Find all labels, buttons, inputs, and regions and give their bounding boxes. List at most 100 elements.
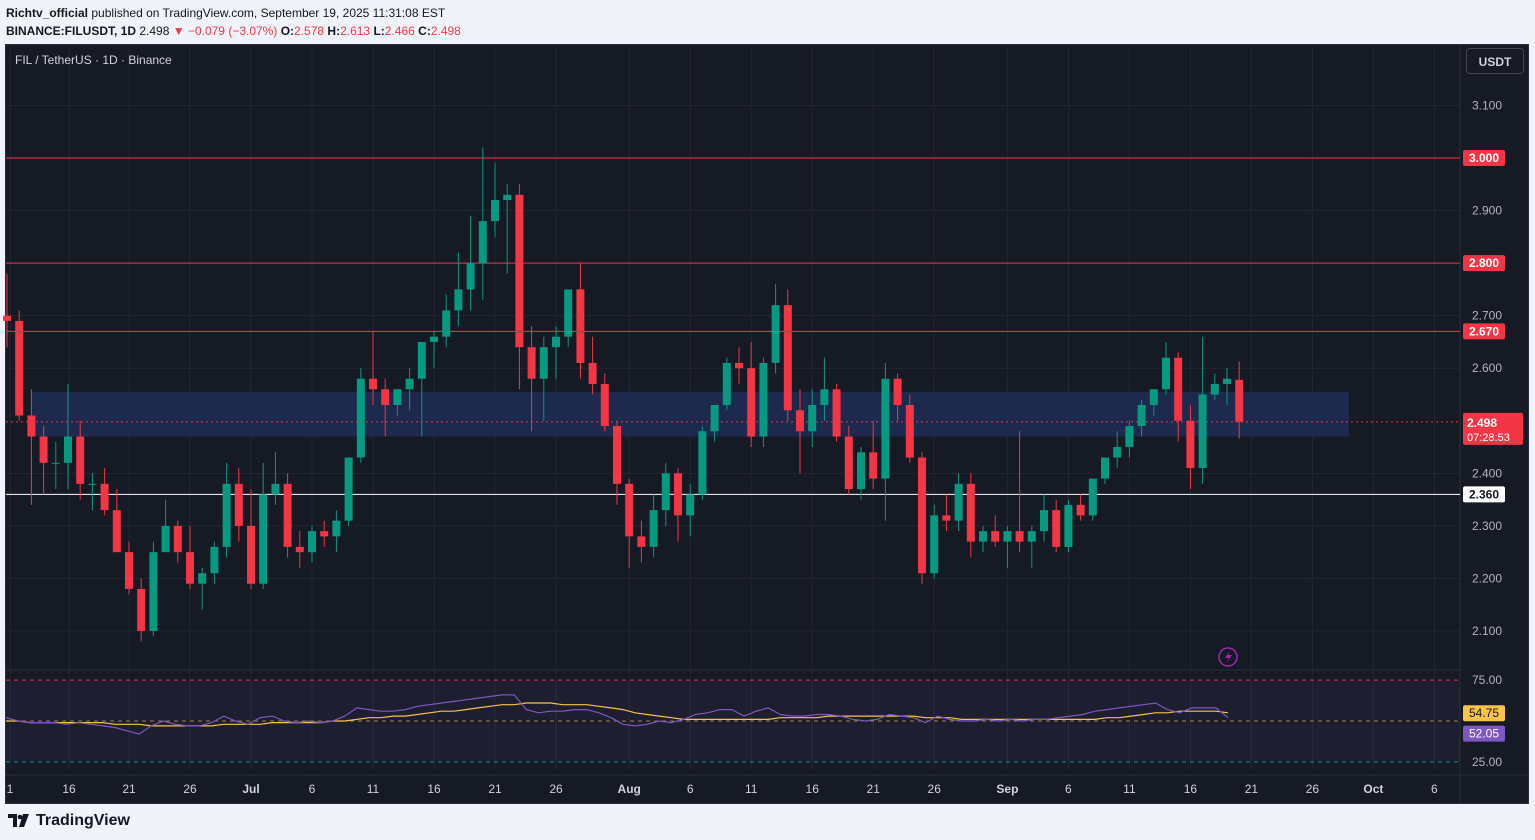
author-name[interactable]: Richtv_official [6, 6, 89, 20]
x-tick-label: 21 [867, 782, 881, 796]
chart-title: FIL / TetherUS · 1D · Binance [15, 53, 172, 67]
candle [686, 483, 695, 537]
candle-body [1162, 357, 1170, 390]
open-value: 2.578 [294, 24, 325, 38]
candle [564, 289, 573, 348]
x-tick-label: 16 [806, 782, 820, 796]
y-tick-label: 3.100 [1472, 98, 1502, 112]
candle [210, 541, 219, 584]
x-tick-label: 16 [62, 782, 76, 796]
candle [808, 389, 817, 448]
candle [539, 336, 548, 421]
ohlc-line: BINANCE:FILUSDT, 1D 2.498 ▼ −0.079 (−3.0… [6, 22, 461, 40]
candle-body [478, 221, 487, 264]
horizontal-levels: 3.000 2.800 2.670 2.360 2.498 07:28:53 [6, 150, 1523, 503]
candle [39, 426, 48, 495]
candle [747, 341, 756, 448]
grid-lines [6, 46, 1529, 803]
x-tick-label: 6 [309, 782, 316, 796]
candle [649, 494, 658, 558]
candle-body [552, 336, 560, 348]
candle-body [186, 552, 194, 584]
candle [783, 289, 792, 421]
candle [1235, 361, 1244, 439]
candle-body [161, 525, 170, 553]
candle [332, 510, 341, 553]
candle-body [942, 515, 951, 521]
level-label: 2.360 [1469, 487, 1499, 501]
published-text: published on TradingView.com, September … [91, 6, 446, 20]
candle-body [149, 552, 158, 631]
y-tick-label: 2.300 [1472, 519, 1502, 533]
brand-name: TradingView [36, 812, 130, 829]
candle-body [369, 378, 377, 390]
candle [527, 326, 536, 432]
candle-body [747, 368, 756, 437]
candle-body [173, 525, 182, 553]
candle [515, 184, 524, 390]
candle [393, 389, 402, 416]
candle [112, 489, 121, 553]
level-label: 2.670 [1469, 324, 1499, 338]
candle [1040, 494, 1048, 542]
candle [942, 494, 951, 532]
candle-body [564, 289, 573, 337]
candle [308, 525, 316, 563]
x-tick-label: 26 [549, 782, 563, 796]
candle [1088, 478, 1097, 521]
candle-body [613, 426, 621, 484]
candle [356, 368, 365, 463]
candle-body [698, 431, 707, 495]
candle-body [405, 378, 414, 390]
publish-line: Richtv_official published on TradingView… [6, 4, 461, 22]
x-tick-label: 11 [745, 782, 758, 796]
candle-body [844, 436, 853, 490]
candle-body [1040, 510, 1048, 532]
candle-body [954, 483, 963, 521]
candle-body [1186, 420, 1195, 469]
change-text: ▼ −0.079 (−3.07%) [172, 24, 278, 38]
candle [198, 567, 207, 610]
candle-body [39, 436, 48, 463]
candle [869, 420, 878, 490]
candle-body [1125, 426, 1134, 448]
tradingview-logo[interactable]: TradingView [8, 812, 130, 830]
rsi-tag [1463, 725, 1505, 742]
candle [478, 147, 487, 300]
publish-info: Richtv_official published on TradingView… [6, 4, 461, 40]
candle-body [905, 405, 914, 458]
candle-body [674, 473, 682, 516]
candle-body [76, 436, 85, 484]
x-tick-label: 21 [122, 782, 136, 796]
candle-body [1088, 478, 1097, 516]
y-tick-label: 2.100 [1472, 624, 1502, 638]
y-tick-label: 2.400 [1472, 466, 1502, 480]
candle-body [320, 531, 329, 537]
y-tick-label: 2.700 [1472, 309, 1502, 323]
candle-body [600, 383, 609, 427]
x-tick-label: 6 [687, 782, 694, 796]
candle [661, 462, 670, 526]
candle [259, 462, 268, 589]
candle-body [649, 510, 658, 547]
low-value: 2.466 [384, 24, 415, 38]
candle [320, 520, 329, 547]
candle [722, 357, 731, 411]
lightning-icon[interactable] [1218, 647, 1238, 667]
candle-body [198, 573, 207, 584]
candle [771, 284, 780, 374]
candle [417, 341, 426, 437]
candle [430, 331, 438, 369]
candle-body [576, 289, 585, 363]
candle [1064, 499, 1073, 553]
candle [100, 468, 109, 516]
x-tick-label: 1 [7, 782, 14, 796]
symbol-label: BINANCE:FILUSDT, 1D [6, 24, 137, 38]
candle-body [881, 378, 890, 479]
currency-button[interactable]: USDT [1466, 48, 1524, 74]
candle-body [283, 483, 292, 547]
x-tick-label: 11 [1123, 782, 1136, 796]
candle-body [308, 531, 316, 553]
candle [137, 578, 146, 642]
